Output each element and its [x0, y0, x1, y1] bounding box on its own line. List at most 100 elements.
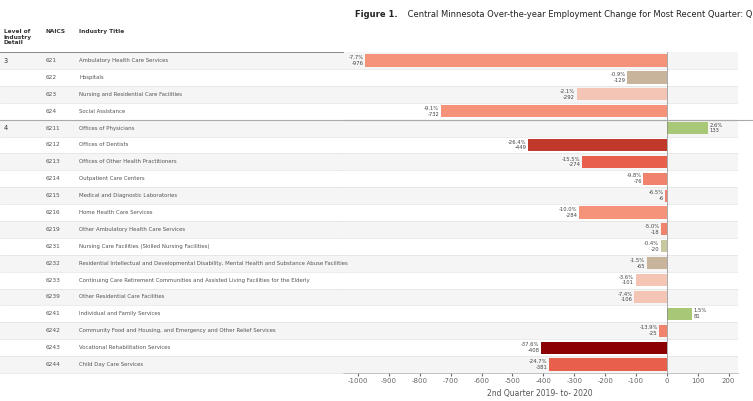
- Bar: [343, 288, 738, 306]
- Text: -9.8%: -9.8%: [626, 173, 642, 178]
- Bar: [529, 139, 667, 151]
- Text: 6243: 6243: [45, 345, 60, 350]
- Text: -0.9%: -0.9%: [611, 72, 626, 77]
- Bar: [661, 223, 667, 235]
- Bar: [577, 88, 667, 100]
- Text: 81: 81: [694, 314, 700, 319]
- Text: 133: 133: [709, 128, 719, 134]
- Text: -129: -129: [614, 78, 626, 83]
- Text: -6: -6: [658, 196, 663, 201]
- Text: -2.1%: -2.1%: [560, 89, 575, 94]
- Text: 2.6%: 2.6%: [709, 123, 723, 128]
- Text: -0.4%: -0.4%: [644, 241, 659, 246]
- Text: Central Minnesota Over-the-year Employment Change for Most Recent Quarter: Quart: Central Minnesota Over-the-year Employme…: [405, 10, 753, 18]
- Bar: [343, 238, 738, 255]
- Bar: [343, 306, 738, 322]
- Text: 6241: 6241: [45, 311, 60, 316]
- Text: -25: -25: [649, 331, 657, 336]
- Text: Medical and Diagnostic Laboratories: Medical and Diagnostic Laboratories: [79, 193, 177, 198]
- Text: -10.0%: -10.0%: [559, 207, 578, 212]
- Text: Other Residential Care Facilities: Other Residential Care Facilities: [79, 294, 164, 300]
- Text: Level of
Industry
Detail: Level of Industry Detail: [4, 29, 32, 45]
- Text: 6214: 6214: [45, 176, 60, 181]
- Text: 624: 624: [45, 109, 56, 114]
- Text: -101: -101: [622, 280, 634, 286]
- Text: 6231: 6231: [45, 244, 60, 249]
- Bar: [343, 69, 738, 86]
- Text: Nursing and Residential Care Facilities: Nursing and Residential Care Facilities: [79, 92, 182, 97]
- Text: Social Assistance: Social Assistance: [79, 109, 125, 114]
- Text: Individual and Family Services: Individual and Family Services: [79, 311, 160, 316]
- Text: Continuing Care Retirement Communities and Assisted Living Facilities for the El: Continuing Care Retirement Communities a…: [79, 277, 309, 283]
- Text: -449: -449: [515, 146, 526, 150]
- Text: NAICS: NAICS: [45, 29, 66, 34]
- Text: -26.4%: -26.4%: [508, 140, 526, 145]
- X-axis label: 2nd Quarter 2019- to- 2020: 2nd Quarter 2019- to- 2020: [487, 389, 593, 398]
- Text: Child Day Care Services: Child Day Care Services: [79, 362, 143, 367]
- Bar: [627, 71, 667, 83]
- Text: Ambulatory Health Care Services: Ambulatory Health Care Services: [79, 58, 168, 63]
- Bar: [667, 122, 708, 134]
- Text: -65: -65: [636, 263, 645, 269]
- Text: 6239: 6239: [45, 294, 60, 300]
- Bar: [343, 119, 738, 137]
- Text: 6211: 6211: [45, 126, 59, 131]
- Text: -381: -381: [536, 365, 547, 370]
- Text: Hospitals: Hospitals: [79, 75, 104, 80]
- Text: 6233: 6233: [45, 277, 60, 283]
- Text: Offices of Dentists: Offices of Dentists: [79, 142, 129, 148]
- Text: 6244: 6244: [45, 362, 60, 367]
- Bar: [343, 52, 738, 69]
- Text: Industry Title: Industry Title: [79, 29, 124, 34]
- Bar: [582, 156, 667, 168]
- Text: 622: 622: [45, 75, 56, 80]
- Text: Vocational Rehabilitation Services: Vocational Rehabilitation Services: [79, 345, 170, 350]
- Bar: [659, 325, 667, 337]
- Bar: [343, 255, 738, 271]
- Text: -9.1%: -9.1%: [424, 106, 439, 111]
- Bar: [343, 154, 738, 170]
- Text: Community Food and Housing, and Emergency and Other Relief Services: Community Food and Housing, and Emergenc…: [79, 328, 276, 333]
- Bar: [343, 187, 738, 204]
- Bar: [667, 308, 692, 320]
- Text: -76: -76: [633, 179, 642, 184]
- Text: 6215: 6215: [45, 193, 60, 198]
- Text: -7.7%: -7.7%: [349, 55, 364, 60]
- Text: -24.7%: -24.7%: [529, 359, 547, 364]
- Text: -5.0%: -5.0%: [645, 224, 660, 229]
- Bar: [579, 207, 667, 219]
- Text: 4: 4: [4, 125, 8, 131]
- Text: -408: -408: [527, 348, 539, 353]
- Text: 6242: 6242: [45, 328, 60, 333]
- Text: Outpatient Care Centers: Outpatient Care Centers: [79, 176, 145, 181]
- Bar: [634, 291, 667, 303]
- Text: Offices of Physicians: Offices of Physicians: [79, 126, 135, 131]
- Text: -18: -18: [651, 230, 660, 235]
- Bar: [343, 356, 738, 373]
- Text: -15.5%: -15.5%: [562, 156, 581, 162]
- Text: -1.5%: -1.5%: [630, 258, 645, 263]
- Text: Home Health Care Services: Home Health Care Services: [79, 210, 153, 215]
- Bar: [343, 221, 738, 238]
- Text: -7.4%: -7.4%: [617, 292, 633, 297]
- Bar: [665, 190, 667, 202]
- Bar: [343, 86, 738, 103]
- Text: 3: 3: [4, 58, 8, 64]
- Text: 6232: 6232: [45, 261, 60, 266]
- Bar: [541, 342, 667, 354]
- Text: Other Ambulatory Health Care Services: Other Ambulatory Health Care Services: [79, 227, 185, 232]
- Bar: [343, 137, 738, 154]
- Bar: [660, 240, 667, 252]
- Bar: [343, 339, 738, 356]
- Text: -6.5%: -6.5%: [648, 190, 663, 195]
- Text: -37.6%: -37.6%: [521, 342, 539, 347]
- Bar: [365, 55, 667, 67]
- Text: 6212: 6212: [45, 142, 60, 148]
- Text: -106: -106: [620, 297, 633, 302]
- Text: -976: -976: [352, 61, 364, 66]
- Text: 1.5%: 1.5%: [694, 308, 707, 314]
- Bar: [343, 170, 738, 187]
- Text: -292: -292: [563, 95, 575, 100]
- Bar: [343, 271, 738, 288]
- Text: 621: 621: [45, 58, 56, 63]
